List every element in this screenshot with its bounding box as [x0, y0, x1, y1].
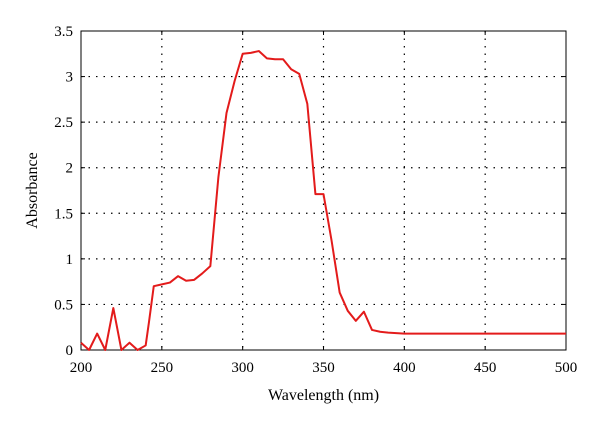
- y-tick-label: 3.5: [54, 24, 73, 40]
- y-axis-label: Absorbance: [24, 152, 41, 228]
- y-tick-label: 2.5: [54, 115, 73, 131]
- y-tick-labels: 0 0.5 1 1.5 2 2.5 3 3.5: [54, 24, 73, 359]
- y-tick-label: 1.5: [54, 206, 73, 222]
- absorbance-series-line: [80, 50, 566, 351]
- x-tick-label: 300: [231, 360, 254, 376]
- grid-lines: [81, 31, 566, 350]
- x-tick-label: 400: [393, 360, 416, 376]
- x-tick-label: 350: [312, 360, 335, 376]
- axis-ticks: [80, 30, 567, 351]
- x-tick-label: 450: [474, 360, 497, 376]
- y-tick-label: 2: [66, 161, 74, 177]
- x-tick-label: 250: [151, 360, 174, 376]
- y-tick-label: 0: [66, 343, 74, 359]
- x-axis-label: Wavelength (nm): [268, 387, 379, 404]
- x-tick-label: 500: [555, 360, 578, 376]
- x-tick-labels: 200 250 300 350 400 450 500: [70, 360, 578, 376]
- y-tick-label: 3: [66, 70, 74, 86]
- y-tick-label: 0.5: [54, 297, 73, 313]
- x-tick-label: 200: [70, 360, 93, 376]
- y-tick-label: 1: [66, 252, 74, 268]
